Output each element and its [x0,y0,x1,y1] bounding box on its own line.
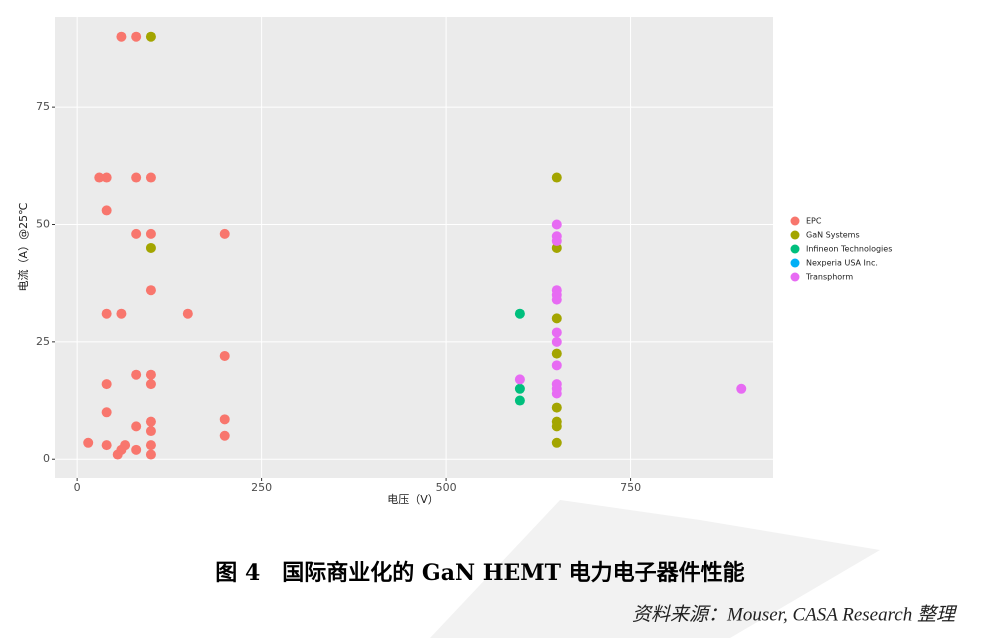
legend-swatch [790,216,800,226]
point [131,228,142,239]
point [182,308,193,319]
point [116,308,127,319]
point [219,228,230,239]
caption: 图 4 国际商业化的 GaN HEMT 电力电子器件性能 [215,560,744,586]
point [101,308,112,319]
point [145,416,156,427]
point [131,31,142,42]
legend-label: Nexperia USA Inc. [806,259,878,268]
point [551,242,562,253]
point [145,449,156,460]
point [551,336,562,347]
y-tick-label: 50 [36,217,50,230]
point [551,360,562,371]
point [83,437,94,448]
point [219,414,230,425]
point [116,31,127,42]
legend-swatch [790,230,800,240]
point [131,369,142,380]
x-tick-label: 500 [436,481,457,494]
point [101,440,112,451]
point [131,172,142,183]
legend-label: Infineon Technologies [806,245,892,254]
legend-swatch [790,272,800,282]
point [145,285,156,296]
point [551,348,562,359]
point [551,437,562,448]
point [514,374,525,385]
point [219,350,230,361]
point [131,444,142,455]
point [112,449,123,460]
point [551,421,562,432]
point [551,402,562,413]
legend-label: EPC [806,217,822,226]
x-axis-title: 电压（V） [387,493,439,506]
point [101,205,112,216]
point [736,383,747,394]
x-tick-label: 0 [74,481,81,494]
point [219,430,230,441]
legend-swatch [790,244,800,254]
legend-label: Transphorm [805,273,853,282]
plot-panel [55,17,773,478]
point [94,172,105,183]
point [131,421,142,432]
y-tick-label: 75 [36,100,50,113]
point [514,383,525,394]
point [514,395,525,406]
watermark [430,500,880,638]
point [551,294,562,305]
point [551,219,562,230]
point [145,369,156,380]
y-tick-label: 0 [43,452,50,465]
point [145,172,156,183]
point [145,242,156,253]
point [101,379,112,390]
point [145,440,156,451]
point [145,379,156,390]
point [145,426,156,437]
y-axis-title: 电流（A）@25℃ [16,203,30,292]
x-tick-label: 750 [620,481,641,494]
point [514,308,525,319]
legend-label: GaN Systems [806,231,860,240]
point [145,228,156,239]
point [551,235,562,246]
point [551,327,562,338]
source: 资料来源：Mouser, CASA Research 整理 [632,604,958,625]
legend-swatch [790,258,800,268]
point [145,31,156,42]
point [551,388,562,399]
point [551,172,562,183]
y-tick-label: 25 [36,335,50,348]
point [551,313,562,324]
x-tick-label: 250 [251,481,272,494]
point [101,407,112,418]
point [101,172,112,183]
